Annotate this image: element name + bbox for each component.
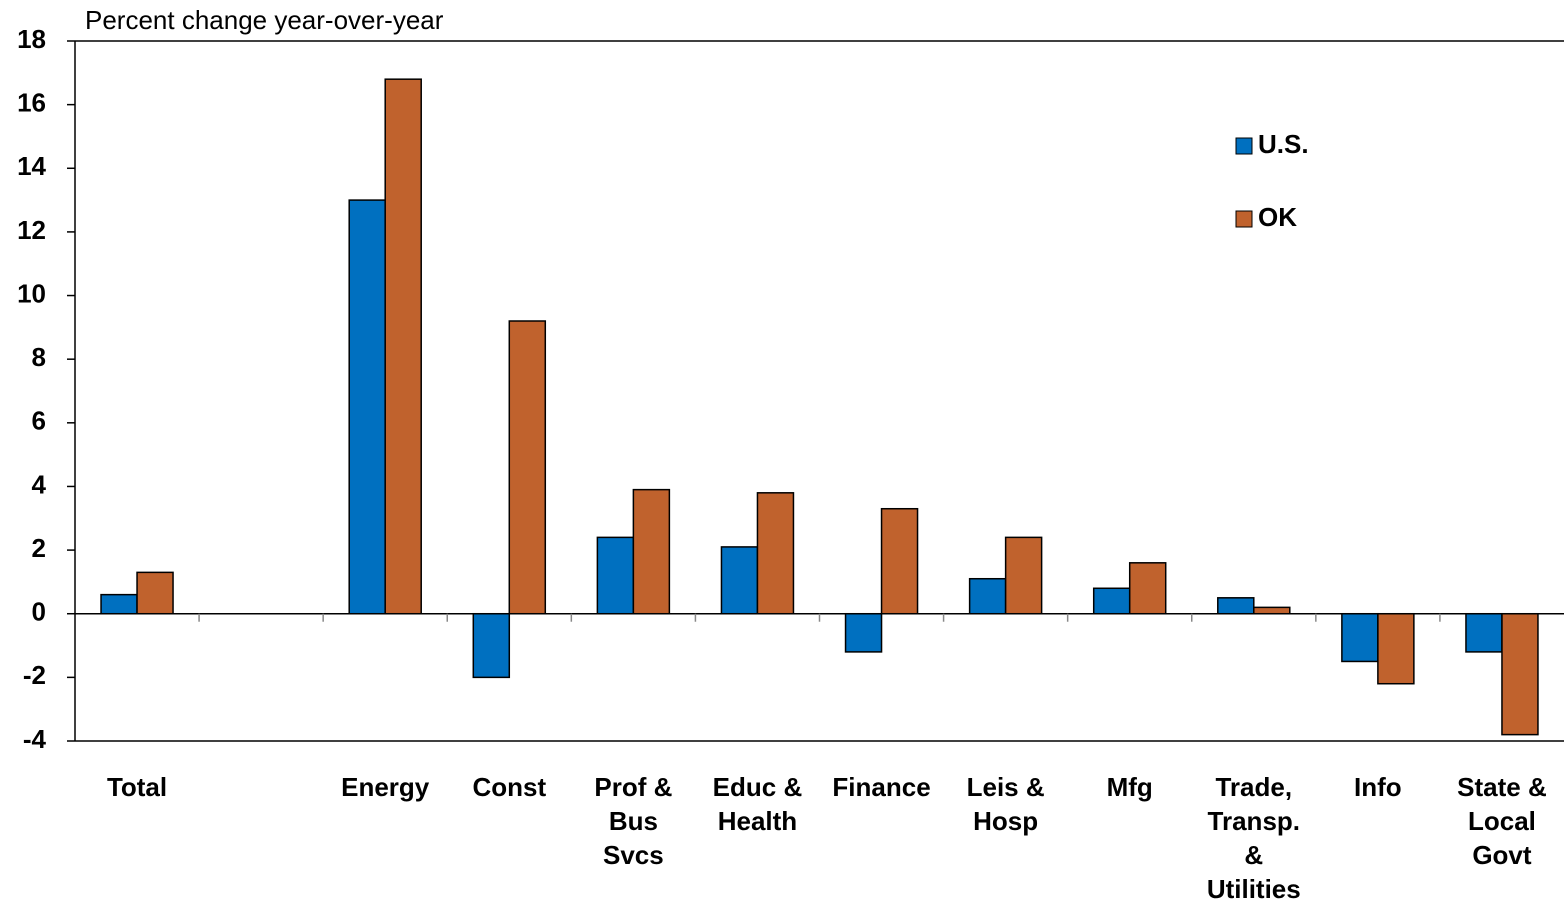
bar xyxy=(756,492,795,615)
x-tick-label: Trade, Transp. & Utilities xyxy=(1206,772,1301,903)
x-tick-label: Finance xyxy=(832,772,931,802)
bar xyxy=(1377,612,1415,685)
legend-swatch xyxy=(1235,210,1253,228)
bar xyxy=(968,577,1007,615)
legend-label: OK xyxy=(1258,202,1297,232)
bar xyxy=(1128,562,1167,615)
bar xyxy=(596,536,635,615)
y-tick-label: 0 xyxy=(32,597,46,627)
legend-swatch xyxy=(1235,137,1253,155)
bar xyxy=(348,199,386,615)
bar xyxy=(1465,612,1503,653)
bar xyxy=(1092,587,1131,615)
y-tick-label: 14 xyxy=(17,151,46,181)
y-tick-label: 10 xyxy=(17,278,46,308)
x-tick-label: Info xyxy=(1354,772,1402,802)
bar xyxy=(472,612,511,679)
bar xyxy=(880,507,919,615)
legend-label: U.S. xyxy=(1258,129,1309,159)
bar xyxy=(384,78,422,615)
y-tick-label: -4 xyxy=(23,724,47,754)
bar xyxy=(1501,612,1539,736)
y-tick-label: 16 xyxy=(17,88,46,118)
y-tick-label: 12 xyxy=(17,215,46,245)
x-tick-label: Total xyxy=(106,772,168,802)
bar xyxy=(1004,536,1043,615)
bar xyxy=(844,612,883,653)
x-tick-label: Leis & Hosp xyxy=(966,772,1045,836)
y-tick-label: 6 xyxy=(32,406,46,436)
y-tick-label: 18 xyxy=(17,24,46,54)
bar xyxy=(632,488,671,615)
bar xyxy=(1341,612,1379,663)
x-tick-label: Mfg xyxy=(1106,772,1153,802)
bar xyxy=(508,320,547,615)
bar xyxy=(100,593,138,615)
y-tick-label: 8 xyxy=(32,342,46,372)
y-tick-label: 2 xyxy=(32,533,46,563)
bar xyxy=(1253,606,1291,615)
x-tick-label: Prof & Bus Svcs xyxy=(594,772,673,870)
x-tick-label: Const xyxy=(472,772,547,802)
bar xyxy=(720,546,759,615)
y-tick-label: -2 xyxy=(23,660,46,690)
x-tick-label: State & Local Govt xyxy=(1457,772,1547,870)
bar xyxy=(136,571,174,615)
x-tick-label: Educ & Health xyxy=(712,772,803,836)
x-tick-label: Energy xyxy=(341,772,430,802)
y-tick-label: 4 xyxy=(32,469,47,499)
bar xyxy=(1217,597,1255,615)
y-axis-title: Percent change year-over-year xyxy=(85,5,444,35)
